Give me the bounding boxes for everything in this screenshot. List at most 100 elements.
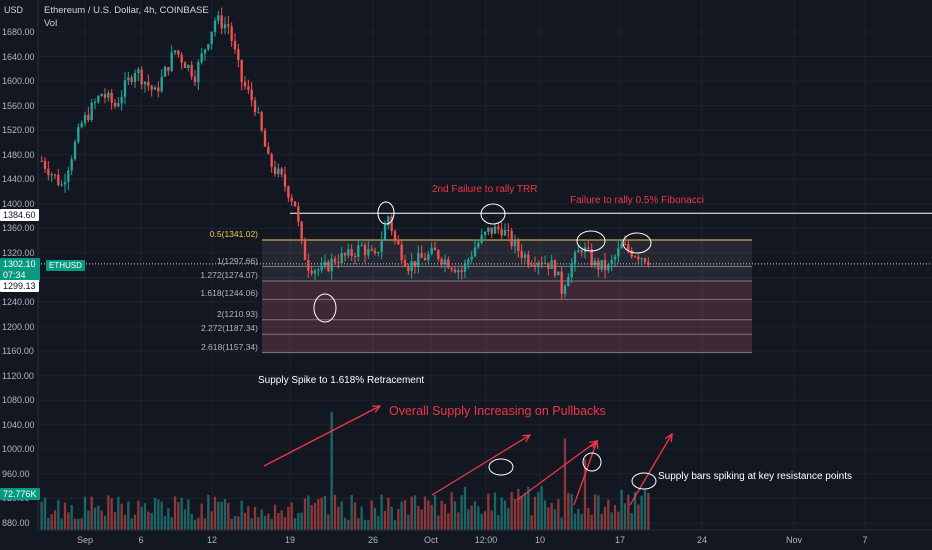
volume-bar xyxy=(367,520,370,530)
candle-body xyxy=(473,247,477,257)
volume-bar xyxy=(110,498,113,530)
volume-bar xyxy=(180,497,183,530)
annotation-supply-spike: Supply Spike to 1.618% Retracement xyxy=(258,375,425,386)
candle-body xyxy=(633,256,637,258)
volume-bar xyxy=(513,498,517,530)
volume-bar xyxy=(617,511,620,530)
volume-bar xyxy=(250,518,253,530)
candle-body xyxy=(500,229,503,236)
volume-bar xyxy=(427,500,430,530)
volume-bar xyxy=(523,492,527,530)
volume-bar xyxy=(473,501,477,530)
volume-bar xyxy=(290,502,293,530)
candle-body xyxy=(277,168,280,174)
volume-bar xyxy=(553,509,557,530)
candle-body xyxy=(360,245,363,247)
volume-bar xyxy=(300,512,303,530)
volume-bar xyxy=(507,507,510,530)
time-tick-label: 26 xyxy=(367,535,379,545)
candle-body xyxy=(263,130,267,147)
volume-bar xyxy=(637,504,640,530)
candle-body xyxy=(460,270,463,272)
volume-bar xyxy=(327,514,330,530)
candle-body xyxy=(260,112,263,131)
candle-body xyxy=(187,64,190,69)
candle-body xyxy=(40,160,43,162)
candle-body xyxy=(133,73,137,82)
volume-bar xyxy=(260,509,263,530)
volume-bar xyxy=(80,518,83,530)
volume-bar xyxy=(520,496,523,530)
price-tick-label: 960.00 xyxy=(2,468,30,479)
candle-body xyxy=(433,247,437,251)
volume-bar xyxy=(237,516,240,530)
price-tick-label: 1080.00 xyxy=(2,395,35,406)
price-tick-label: 1520.00 xyxy=(2,125,35,136)
candle-body xyxy=(297,206,300,222)
volume-bar xyxy=(537,492,540,530)
candle-body xyxy=(247,86,250,90)
candle-body xyxy=(323,261,327,266)
candle-body xyxy=(627,244,630,251)
volume-value-tag: 72.776K xyxy=(0,488,40,500)
volume-bar xyxy=(293,518,297,530)
volume-bar xyxy=(263,515,267,530)
symbol-title[interactable]: Ethereum / U.S. Dollar, 4h, COINBASE xyxy=(44,5,209,16)
fib-level-label: 1.272(1274.07) xyxy=(200,270,258,281)
price-tick-label: 1160.00 xyxy=(2,346,34,357)
volume-bar xyxy=(547,507,550,530)
candle-body xyxy=(617,248,620,257)
candle-body xyxy=(237,49,240,61)
candle-body xyxy=(413,261,417,267)
time-tick-label: 12 xyxy=(206,535,218,545)
volume-bar xyxy=(97,505,100,530)
candle-body xyxy=(420,253,423,258)
candle-body xyxy=(510,230,513,247)
candle-body xyxy=(113,102,117,107)
volume-bar xyxy=(430,504,433,530)
volume-bar xyxy=(203,518,207,530)
volume-bar xyxy=(210,511,213,530)
candle-body xyxy=(630,250,633,257)
volume-indicator-label[interactable]: Vol xyxy=(44,18,58,29)
volume-bar xyxy=(337,506,340,530)
price-tick-label: 1240.00 xyxy=(2,297,35,308)
candle-body xyxy=(110,92,113,103)
candle-body xyxy=(287,186,290,198)
volume-bar xyxy=(193,519,197,530)
time-tick-label: Nov xyxy=(785,535,803,545)
candle-body xyxy=(127,77,130,81)
candle-body xyxy=(197,62,200,83)
volume-bar xyxy=(493,492,497,530)
volume-bar xyxy=(170,517,173,530)
volume-bar xyxy=(410,496,413,530)
volume-bar xyxy=(390,506,393,530)
fib-level-label: 2.272(1187.34) xyxy=(200,323,258,334)
candle-body xyxy=(270,154,273,168)
candle-body xyxy=(153,87,157,90)
candle-body xyxy=(430,247,433,254)
candle-body xyxy=(543,262,547,264)
candle-body xyxy=(340,253,343,264)
volume-bar xyxy=(123,514,127,530)
supply-arrow xyxy=(516,440,598,501)
volume-circle xyxy=(488,458,514,476)
volume-bar xyxy=(310,504,313,530)
volume-bar xyxy=(127,501,130,530)
price-tick-label: 1560.00 xyxy=(2,100,35,111)
currency-label: USD xyxy=(4,5,24,15)
volume-bar xyxy=(167,508,170,530)
price-tick-label: 1120.00 xyxy=(2,370,34,381)
volume-bar xyxy=(113,512,117,530)
candle-body xyxy=(83,114,87,124)
volume-bar xyxy=(407,514,410,530)
candle-body xyxy=(207,44,210,50)
time-tick-label: 17 xyxy=(614,535,626,545)
price-tick-label: 1000.00 xyxy=(2,444,35,455)
volume-bar xyxy=(347,519,350,530)
candle-body xyxy=(57,174,60,186)
supply-arrow-head xyxy=(371,405,382,413)
supply-arrow xyxy=(629,433,673,506)
time-tick-label: Oct xyxy=(423,535,439,545)
